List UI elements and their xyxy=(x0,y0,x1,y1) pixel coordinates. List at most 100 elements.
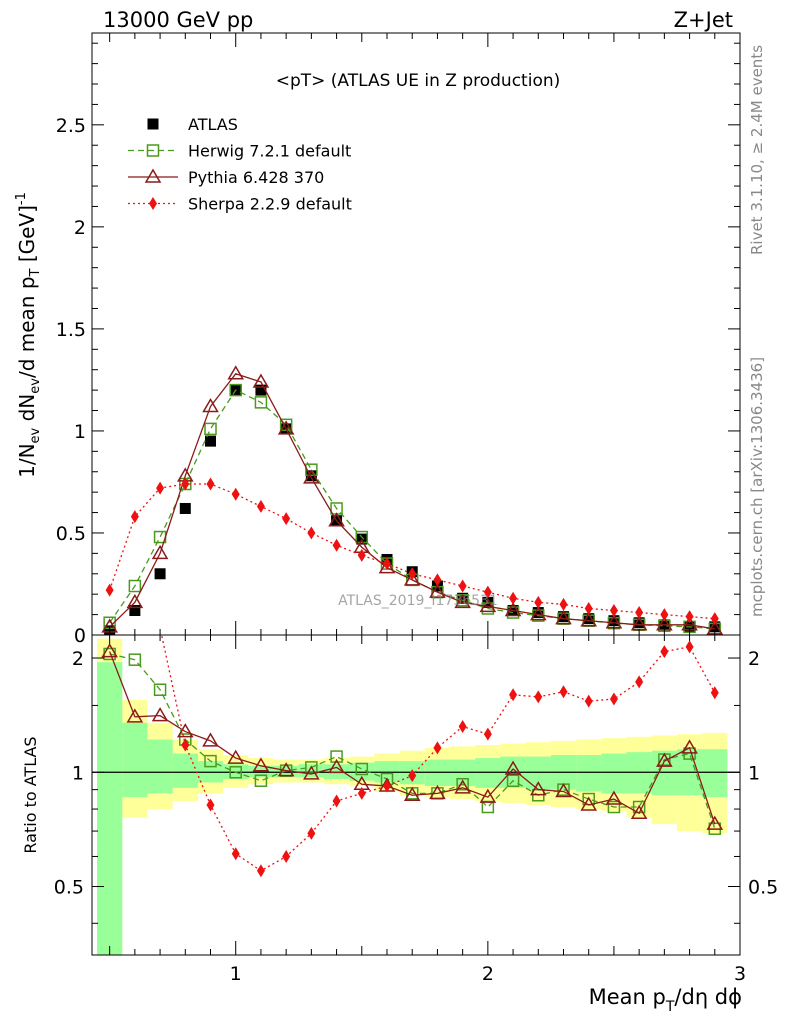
ratio-pythia-point xyxy=(403,786,421,801)
ratio-sherpa-point xyxy=(307,826,316,840)
y-tick-label: 1 xyxy=(74,421,86,443)
ratio-sherpa-point xyxy=(332,794,341,808)
ratio-pythia-point xyxy=(681,739,698,754)
x-tick-label: 3 xyxy=(734,963,746,985)
ratio-sherpa-point xyxy=(357,786,366,800)
ratio-pythia-point xyxy=(101,643,118,658)
ratio-y-tick-label-right: 2 xyxy=(748,648,760,670)
herwig-point xyxy=(229,383,242,397)
atlas-point xyxy=(709,621,721,633)
pythia-point xyxy=(378,559,396,574)
ratio-sherpa-point xyxy=(660,645,669,659)
ratio-pythia-point xyxy=(303,765,320,780)
ratio-y-tick-label: 1 xyxy=(72,762,84,784)
ratio-y-tick-label: 2 xyxy=(72,648,84,670)
pythia-point xyxy=(529,606,547,621)
sherpa-point xyxy=(156,481,165,495)
ratio-plot-panel: 1 2 3 0.5 0.5 1 1 2 2 xyxy=(54,634,778,985)
ratio-herwig-point xyxy=(506,774,520,787)
ratio-sherpa-point xyxy=(483,727,492,741)
sherpa-point xyxy=(584,601,593,615)
ratio-herwig-point xyxy=(229,766,242,779)
pythia-point xyxy=(252,373,270,388)
sherpa-point xyxy=(433,573,442,587)
atlas-point xyxy=(129,605,141,617)
pythia-point xyxy=(277,420,295,435)
ratio-sherpa-point xyxy=(408,769,417,783)
sherpa-point xyxy=(660,608,669,622)
stat-uncertainty-band xyxy=(576,755,602,792)
plot-title: <pT> (ATLAS UE in Z production) xyxy=(276,71,561,91)
ratio-herwig-point xyxy=(607,800,621,814)
ratio-pythia-point xyxy=(202,732,219,747)
atlas-point xyxy=(558,611,570,623)
ratio-herwig-point xyxy=(330,750,343,763)
ratio-sherpa-point xyxy=(282,849,291,863)
sherpa-point xyxy=(231,487,240,501)
ratio-pythia-point xyxy=(580,796,598,811)
sherpa-point xyxy=(559,597,568,611)
analysis-watermark: ATLAS_2019_I1736531 xyxy=(338,593,498,609)
ratio-y-tick-label: 0.5 xyxy=(54,877,84,899)
legend-pythia-label: Pythia 6.428 370 xyxy=(188,168,324,187)
ratio-sherpa-point xyxy=(458,720,467,734)
ratio-pythia-point xyxy=(605,790,623,805)
ratio-sherpa-point xyxy=(635,675,644,689)
atlas-point xyxy=(608,615,620,627)
stat-uncertainty-band xyxy=(601,753,627,794)
stat-uncertainty-band xyxy=(273,765,299,778)
sherpa-point xyxy=(458,579,467,593)
x-axis-title: Mean pT/dη dϕ xyxy=(589,985,742,1015)
sherpa-point xyxy=(130,510,139,524)
y-tick-label: 0 xyxy=(74,625,86,647)
pythia-point xyxy=(454,593,471,609)
pythia-point xyxy=(429,583,446,598)
ratio-pythia-point xyxy=(277,762,295,777)
ratio-y-tick-label-right: 0.5 xyxy=(748,877,778,899)
ratio-pythia-point xyxy=(252,757,270,772)
ratio-sherpa-point xyxy=(609,692,618,706)
x-tick-label: 2 xyxy=(482,963,494,985)
pythia-point xyxy=(126,593,144,609)
svg-text:Mean pT/dη dϕ: Mean pT/dη dϕ xyxy=(589,985,742,1015)
stat-uncertainty-band xyxy=(172,753,198,788)
ratio-herwig-line xyxy=(109,653,716,829)
pythia-point xyxy=(202,397,219,413)
rivet-label: Rivet 3.1.10, ≥ 2.4M events xyxy=(748,45,766,255)
ratio-pythia-point xyxy=(328,758,345,774)
pythia-point xyxy=(504,602,522,617)
stat-uncertainty-band xyxy=(122,722,148,798)
ratio-pythia-point xyxy=(706,815,724,830)
pythia-point xyxy=(403,571,421,586)
atlas-point xyxy=(457,592,469,604)
pythia-point xyxy=(227,365,245,380)
process-label: Z+Jet xyxy=(674,8,733,32)
stat-uncertainty-band xyxy=(323,764,350,780)
legend-sherpa-label: Sherpa 2.2.9 default xyxy=(188,195,352,214)
herwig-point xyxy=(204,422,217,436)
ratio-sherpa-point xyxy=(710,686,719,700)
y-tick-label: 2 xyxy=(74,217,86,239)
stat-uncertainty-band xyxy=(525,756,551,790)
sherpa-point xyxy=(635,606,644,620)
herwig-point xyxy=(355,530,369,544)
herwig-point xyxy=(254,396,268,409)
pythia-point xyxy=(479,597,497,613)
legend-sherpa-marker xyxy=(149,197,157,210)
y-tick-label: 2.5 xyxy=(56,115,86,137)
y-tick-label: 0.5 xyxy=(56,523,86,545)
legend-pythia-marker xyxy=(144,168,162,183)
ratio-sherpa-point xyxy=(534,690,543,704)
ratio-pythia-point xyxy=(529,781,547,796)
ratio-pythia-point xyxy=(126,708,144,723)
sherpa-point xyxy=(710,612,719,626)
y-tick-label: 1.5 xyxy=(56,319,86,341)
pythia-point xyxy=(580,612,598,627)
ratio-y-axis-title: Ratio to ATLAS xyxy=(21,736,40,853)
legend-herwig-label: Herwig 7.2.1 default xyxy=(188,142,351,161)
ratio-pythia-point xyxy=(479,788,497,803)
ratio-pythia-line xyxy=(109,651,716,825)
legend-herwig-marker xyxy=(146,144,160,157)
stat-uncertainty-band xyxy=(97,662,123,955)
